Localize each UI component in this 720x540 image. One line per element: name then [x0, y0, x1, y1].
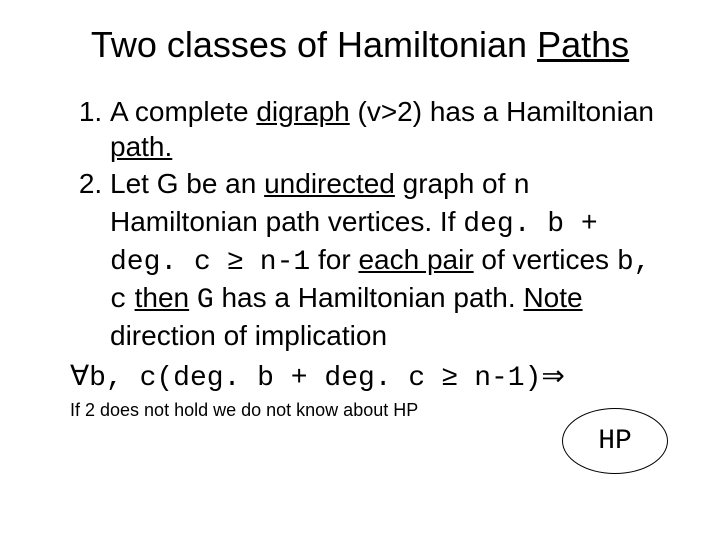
- list-item-1: A complete digraph (v>2) has a Hamiltoni…: [110, 94, 680, 164]
- text-segment: graph of: [395, 168, 513, 199]
- text-segment: direction of implication: [110, 320, 387, 351]
- title-underlined: Paths: [537, 24, 629, 65]
- body-list: A complete digraph (v>2) has a Hamiltoni…: [40, 94, 680, 353]
- text-segment: then: [135, 282, 190, 313]
- text-segment: Note: [523, 282, 582, 313]
- title-plain: Two classes of Hamiltonian: [91, 24, 537, 65]
- text-segment: path.: [110, 131, 172, 162]
- implies-arrow: ⇒: [541, 360, 564, 391]
- formula-part-1: b, c(deg. b + deg. c: [89, 363, 442, 394]
- text-segment: of vertices: [474, 244, 617, 275]
- formula-part-2: n-1): [457, 363, 541, 394]
- geq-symbol: ≥: [442, 360, 457, 391]
- list-item-2: Let G be an undirected graph of n Hamilt…: [110, 166, 680, 353]
- text-segment: G: [197, 285, 214, 316]
- text-segment: digraph: [256, 96, 349, 127]
- hp-ellipse: HP: [562, 408, 668, 474]
- formula-line: ∀b, c(deg. b + deg. c ≥ n-1)⇒: [40, 359, 680, 394]
- text-segment: Hamiltonian path vertices. If: [110, 206, 463, 237]
- text-segment: (v>2) has a Hamiltonian: [350, 96, 654, 127]
- text-segment: [127, 282, 135, 313]
- text-segment: each pair: [358, 244, 473, 275]
- slide-title: Two classes of Hamiltonian Paths: [40, 24, 680, 66]
- text-segment: undirected: [264, 168, 395, 199]
- text-segment: for: [310, 244, 358, 275]
- slide: Two classes of Hamiltonian Paths A compl…: [0, 0, 720, 540]
- text-segment: A complete: [110, 96, 256, 127]
- text-segment: Let G be an: [110, 168, 264, 199]
- text-segment: ≥: [228, 244, 243, 275]
- text-segment: [189, 282, 197, 313]
- forall-symbol: ∀: [70, 359, 89, 392]
- text-segment: n-1: [243, 247, 310, 278]
- hp-label: HP: [598, 426, 632, 457]
- text-segment: n: [513, 171, 530, 202]
- text-segment: has a Hamiltonian path.: [214, 282, 524, 313]
